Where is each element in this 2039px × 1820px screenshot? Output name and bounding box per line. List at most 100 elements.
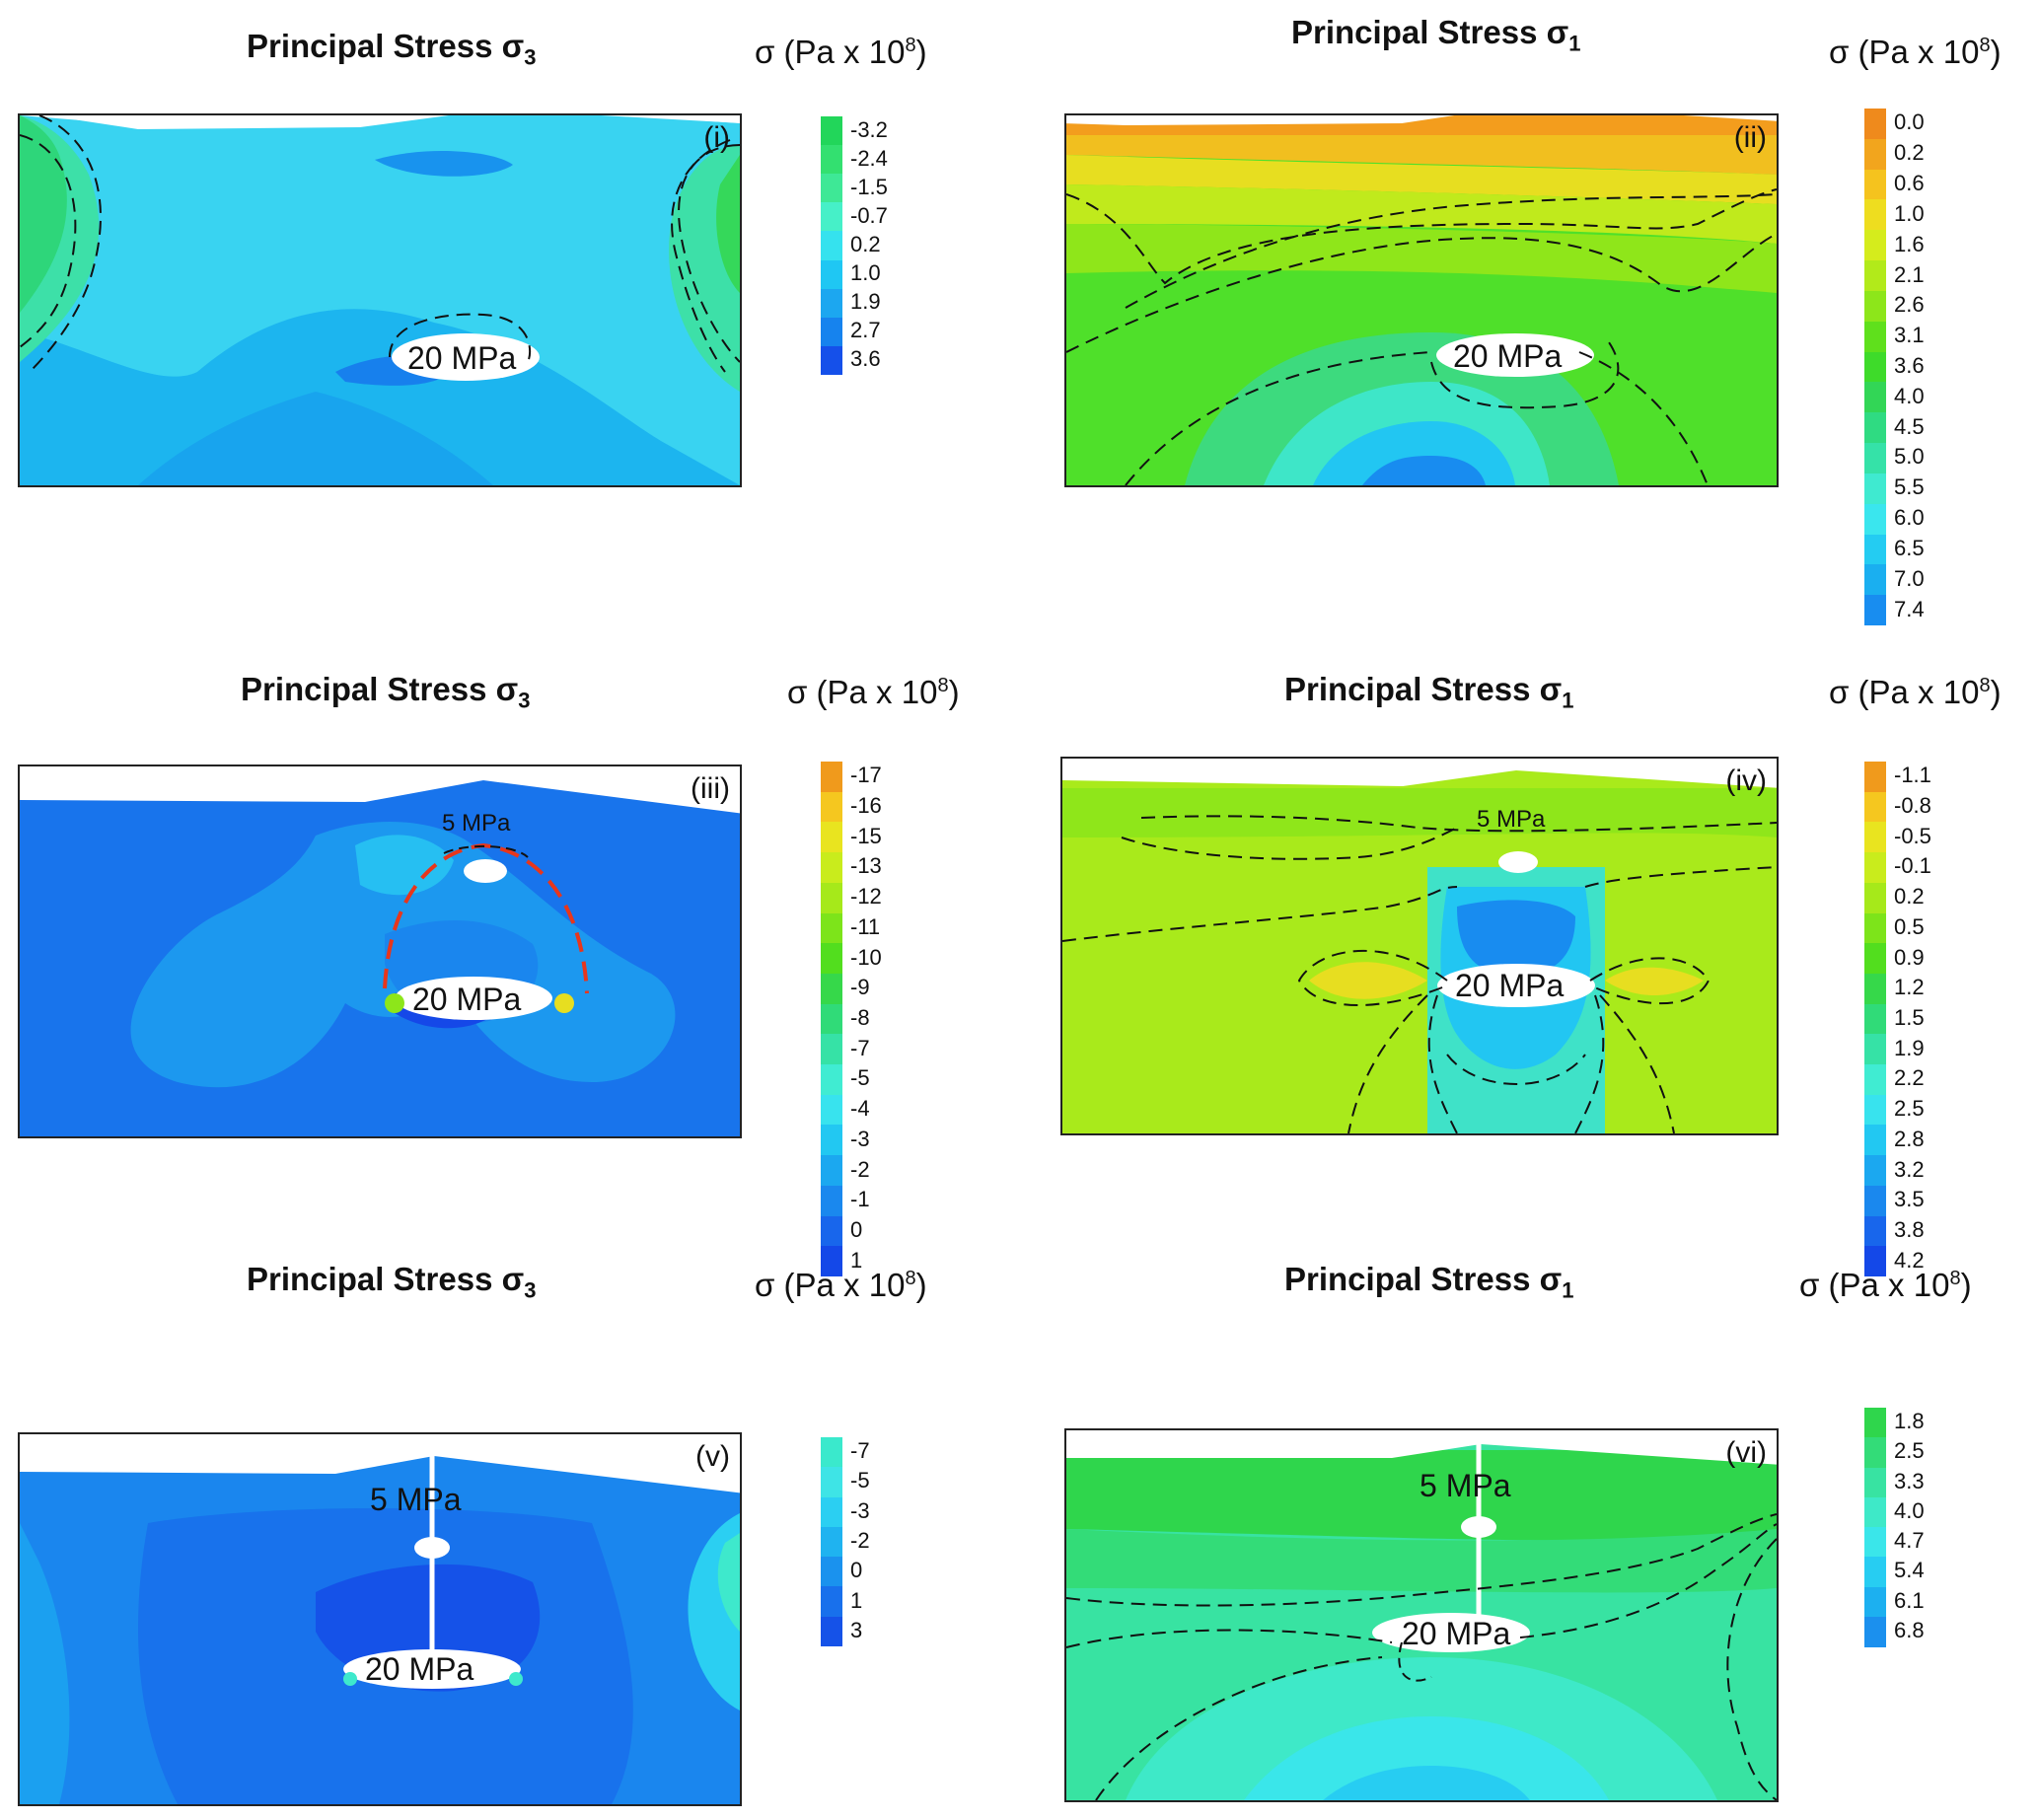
colorbar-tick-label: 1.9 <box>850 289 881 315</box>
colorbar-segment <box>821 1064 842 1096</box>
panel-iv: Principal Stress σ1 σ (Pa x 108) <box>1020 607 2039 1277</box>
panel-i: Principal Stress σ3 σ (Pa x 108) <box>0 0 1019 607</box>
panel-tag: (iii) <box>691 772 730 805</box>
colorbar-tick-label: -15 <box>850 823 882 848</box>
colorbar-segment <box>821 202 842 232</box>
colorbar-tick-label: -1.5 <box>850 174 888 199</box>
panel-title: Principal Stress σ3 <box>247 1261 537 1303</box>
colorbar-tick-label: 3.6 <box>850 346 881 372</box>
colorbar-segment <box>821 822 842 853</box>
colorbar-tick-label: 2.6 <box>1894 292 1925 318</box>
colorbar-segment <box>1864 290 1886 323</box>
colorbar-tick-label: 1 <box>850 1247 863 1273</box>
colorbar-segment <box>1864 1246 1886 1277</box>
colorbar-tick-label: 0.0 <box>1894 109 1925 135</box>
colorbar <box>821 762 842 1277</box>
colorbar-segment <box>821 145 842 175</box>
panel-title: Principal Stress σ1 <box>1284 671 1574 713</box>
pressure-label: 20 MPa <box>1402 1616 1511 1651</box>
colorbar-tick-label: -1.1 <box>1894 763 1931 788</box>
colorbar-tick-label: 3 <box>850 1617 863 1642</box>
colorbar-unit-label: σ (Pa x 108) <box>1829 34 2002 70</box>
colorbar-segment <box>1864 1125 1886 1156</box>
colorbar-tick-label: 0.2 <box>850 232 881 256</box>
colorbar-tick-label: -7 <box>850 1035 870 1060</box>
colorbar-segment <box>1864 321 1886 353</box>
colorbar-tick-label: -3 <box>850 1497 870 1523</box>
colorbar-segment <box>821 288 842 319</box>
colorbar-segment <box>821 1125 842 1156</box>
colorbar-segment <box>821 1185 842 1217</box>
colorbar-segment <box>821 317 842 347</box>
colorbar-tick-label: -2 <box>850 1528 870 1553</box>
colorbar-tick-label: 2.7 <box>850 318 881 343</box>
colorbar-unit-label: σ (Pa x 108) <box>1799 1267 1972 1303</box>
panel-title: Principal Stress σ1 <box>1284 1261 1574 1303</box>
colorbar-segment <box>1864 973 1886 1005</box>
colorbar-segment <box>821 912 842 944</box>
colorbar-tick-label: 0.2 <box>1894 884 1925 910</box>
colorbar-tick-label: -3.2 <box>850 116 888 142</box>
colorbar-tick-label: 2.2 <box>1894 1065 1925 1091</box>
colorbar-tick-label: -7 <box>850 1438 870 1464</box>
colorbar-tick-label: -12 <box>850 884 882 910</box>
colorbar-tick-label: -2.4 <box>850 145 888 171</box>
colorbar-tick-label: -2 <box>850 1156 870 1182</box>
colorbar-segment <box>821 882 842 914</box>
panel-vi: Principal Stress σ1 σ (Pa x 108) (vi) 5 … <box>1020 1213 2039 1820</box>
colorbar-tick-label: 1.8 <box>1894 1409 1925 1434</box>
colorbar-unit-label: σ (Pa x 108) <box>1829 674 2002 710</box>
colorbar-tick-label: 0.9 <box>1894 944 1925 970</box>
colorbar-tick-label: 7.4 <box>1894 596 1925 621</box>
colorbar-segment <box>1864 1408 1886 1438</box>
colorbar-segment <box>1864 1616 1886 1647</box>
colorbar-segment <box>821 1094 842 1126</box>
colorbar-tick-label: 4.2 <box>1894 1247 1925 1273</box>
colorbar-segment <box>1864 199 1886 231</box>
colorbar-tick-label: 3.2 <box>1894 1156 1925 1182</box>
colorbar-segment <box>1864 230 1886 261</box>
stress-contour-plot: (v) 5 MPa 20 MPa <box>18 1432 742 1806</box>
panel-tag: (v) <box>695 1440 730 1473</box>
colorbar-tick-label: -10 <box>850 944 882 970</box>
colorbar-tick-label: -1 <box>850 1187 870 1212</box>
pressure-label: 20 MPa <box>1453 338 1563 374</box>
colorbar-segment <box>1864 109 1886 140</box>
colorbar-segment <box>1864 169 1886 200</box>
colorbar-segment <box>1864 1034 1886 1065</box>
colorbar-tick-label: 0 <box>850 1216 863 1242</box>
colorbar-segment <box>1864 138 1886 171</box>
colorbar-segment <box>1864 1496 1886 1528</box>
colorbar-tick-label: 3.1 <box>1894 323 1925 348</box>
pressure-label: 20 MPa <box>365 1651 474 1687</box>
colorbar-tick-label: 4.0 <box>1894 1497 1925 1523</box>
colorbar-segment <box>1864 791 1886 823</box>
colorbar-segment <box>1864 1094 1886 1126</box>
colorbar-tick-label: 6.8 <box>1894 1617 1925 1642</box>
colorbar-tick-label: 3.5 <box>1894 1187 1925 1212</box>
stress-contour-plot: (vi) 5 MPa 20 MPa <box>1064 1428 1779 1802</box>
panel-title: Principal Stress σ3 <box>247 28 537 70</box>
colorbar-tick-label: 4.0 <box>1894 383 1925 408</box>
colorbar <box>1864 109 1886 626</box>
colorbar-tick-label: 2.5 <box>1894 1438 1925 1464</box>
colorbar-segment <box>821 1586 842 1618</box>
stress-contour-plot: (ii) 20 MPa <box>1064 113 1779 487</box>
colorbar-segment <box>821 345 842 376</box>
colorbar <box>821 1437 842 1647</box>
colorbar-unit-label: σ (Pa x 108) <box>787 674 960 710</box>
colorbar-tick-label: -0.7 <box>850 202 888 228</box>
colorbar-segment <box>1864 473 1886 505</box>
colorbar-unit-label: σ (Pa x 108) <box>755 34 927 70</box>
colorbar-segment <box>1864 1003 1886 1035</box>
colorbar-segment <box>1864 534 1886 565</box>
colorbar-segment <box>821 1003 842 1035</box>
colorbar-tick-label: 5.5 <box>1894 474 1925 500</box>
colorbar-segment <box>821 943 842 975</box>
colorbar-segment <box>1864 1185 1886 1217</box>
colorbar-segment <box>1864 564 1886 596</box>
colorbar-segment <box>1864 503 1886 536</box>
colorbar-tick-label: 1.2 <box>1894 975 1925 1000</box>
colorbar-tick-label: -17 <box>850 763 882 788</box>
colorbar-segment <box>821 231 842 261</box>
